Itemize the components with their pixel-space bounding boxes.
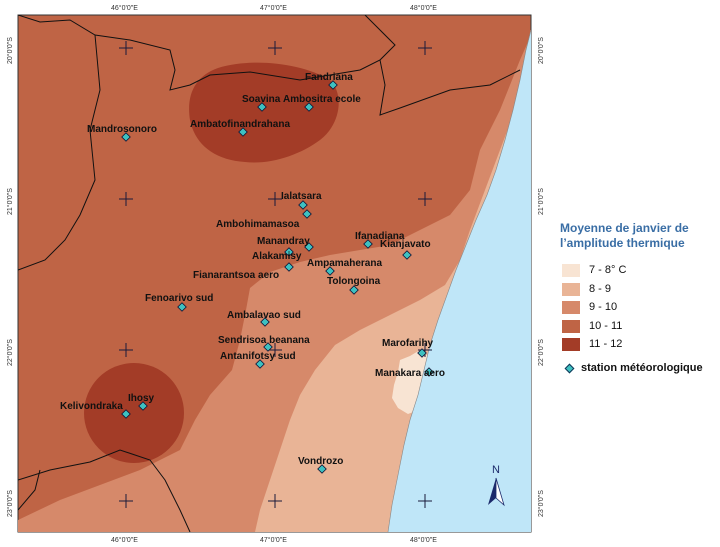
legend-swatch [562, 337, 580, 351]
station-marker-ambohimamasoa [302, 209, 312, 219]
left-tick-23: 23°0'0"S [6, 490, 14, 517]
top-tick-47: 47°0'0"E [260, 4, 287, 12]
station-marker-manandray [304, 242, 314, 252]
station-label-marofarihy: Marofarihy [382, 338, 434, 349]
station-marker-vondrozo [317, 464, 327, 474]
legend-swatch [562, 300, 580, 314]
station-marker-mandrosonoro [121, 132, 131, 142]
station-label-fandriana: Fandriana [305, 72, 353, 83]
station-label-ihosy: Ihosy [128, 393, 155, 404]
station-marker-ambositra-ecole [304, 102, 314, 112]
station-label-manandray: Manandray [257, 236, 310, 247]
legend-swatch [562, 263, 580, 277]
station-marker-ihosy [138, 401, 148, 411]
station-label-ifanadiana: Ifanadiana [355, 231, 405, 242]
station-marker-manakara-aero [424, 367, 434, 377]
right-tick-20: 20°0'0"S [537, 37, 545, 64]
station-marker-marofarihy [417, 348, 427, 358]
north-label: N [492, 464, 500, 476]
left-tick-22: 22°0'0"S [6, 339, 14, 366]
legend-label: 11 - 12 [589, 338, 623, 350]
station-marker-ampamaherana [325, 266, 335, 276]
station-label-fenoarivo-sud: Fenoarivo sud [145, 293, 213, 304]
station-label-ambalavao-sud: Ambalavao sud [227, 310, 301, 321]
top-tick-48: 48°0'0"E [410, 4, 437, 12]
station-marker-ifanadiana [363, 239, 373, 249]
station-marker-fandriana [328, 80, 338, 90]
legend-item-8-9: 8 - 9 [562, 282, 611, 296]
station-label-tolongoina: Tolongoina [327, 276, 381, 287]
boundaries [18, 15, 521, 532]
stations-layer: Fandriana Soavina Ambositra ecole Ambatofin… [60, 72, 445, 474]
sea [388, 15, 531, 532]
station-label-ampamaherana: Ampamaherana [307, 258, 382, 269]
right-tick-23: 23°0'0"S [537, 490, 545, 517]
station-marker-sendrisoa-beanana [263, 342, 273, 352]
station-marker-alakamisy [284, 247, 294, 257]
station-marker-antanifotsy-sud [255, 359, 265, 369]
station-marker-ambalavao-sud [260, 317, 270, 327]
station-label-kelivondraka: Kelivondraka [60, 401, 123, 412]
station-marker-soavina [257, 102, 267, 112]
station-marker-kianjavato [402, 250, 412, 260]
right-tick-22: 22°0'0"S [537, 339, 545, 366]
legend-title-line2: l’amplitude thermique [560, 236, 685, 250]
station-label-ambositra-ecole: Ambositra ecole [283, 94, 361, 105]
bottom-tick-48: 48°0'0"E [410, 536, 437, 544]
legend-label: 10 - 11 [589, 320, 623, 332]
station-marker-kelivondraka [121, 409, 131, 419]
legend-title: Moyenne de janvier de l’amplitude thermi… [560, 221, 720, 251]
legend-item-7-8: 7 - 8° C [562, 263, 626, 277]
top-tick-46: 46°0'0"E [111, 4, 138, 12]
left-tick-21: 21°0'0"S [6, 188, 14, 215]
legend-item-9-10: 9 - 10 [562, 300, 617, 314]
station-marker-ambatofinandrahana [238, 127, 248, 137]
legend-station-label: station météorologique [581, 362, 703, 374]
station-label-antanifotsy-sud: Antanifotsy sud [220, 351, 296, 362]
bottom-tick-46: 46°0'0"E [111, 536, 138, 544]
station-label-vondrozo: Vondrozo [298, 456, 343, 467]
bottom-tick-47: 47°0'0"E [260, 536, 287, 544]
station-label-kianjavato: Kianjavato [380, 239, 431, 250]
left-tick-20: 20°0'0"S [6, 37, 14, 64]
station-label-sendrisoa-beanana: Sendrisoa beanana [218, 335, 310, 346]
north-arrow-icon: N [488, 464, 505, 507]
station-marker-tolongoina [349, 285, 359, 295]
station-marker-icon [564, 363, 575, 373]
zone-11-12-south [84, 363, 184, 463]
station-label-ialatsara: Ialatsara [281, 191, 322, 202]
station-label-manakara-aero: Manakara aero [375, 368, 445, 379]
station-label-soavina: Soavina [242, 94, 281, 105]
station-label-ambohimamasoa: Ambohimamasoa [216, 219, 300, 230]
right-tick-21: 21°0'0"S [537, 188, 545, 215]
station-marker-fianarantsoa-aero [284, 262, 294, 272]
legend-station: station météorologique [564, 362, 703, 374]
station-marker-ialatsara [298, 200, 308, 210]
station-label-mandrosonoro: Mandrosonoro [87, 124, 157, 135]
station-label-alakamisy: Alakamisy [252, 251, 302, 262]
legend-item-11-12: 11 - 12 [562, 337, 622, 351]
legend-swatch [562, 319, 580, 333]
legend-swatch [562, 282, 580, 296]
legend-label: 9 - 10 [589, 301, 618, 313]
legend-title-line1: Moyenne de janvier de [560, 221, 689, 235]
station-marker-fenoarivo-sud [177, 302, 187, 312]
station-label-ambatofinandrahana: Ambatofinandrahana [190, 119, 290, 130]
legend-label: 8 - 9 [589, 283, 612, 295]
graticule [119, 41, 432, 508]
legend-item-10-11: 10 - 11 [562, 319, 622, 333]
axis-ticks: 46°0'0"E 47°0'0"E 48°0'0"E 46°0'0"E 47°0… [6, 4, 545, 544]
zone-11-12-north [189, 62, 339, 163]
legend-label: 7 - 8° C [589, 264, 627, 276]
station-label-fianarantsoa-aero: Fianarantsoa aero [193, 270, 279, 281]
